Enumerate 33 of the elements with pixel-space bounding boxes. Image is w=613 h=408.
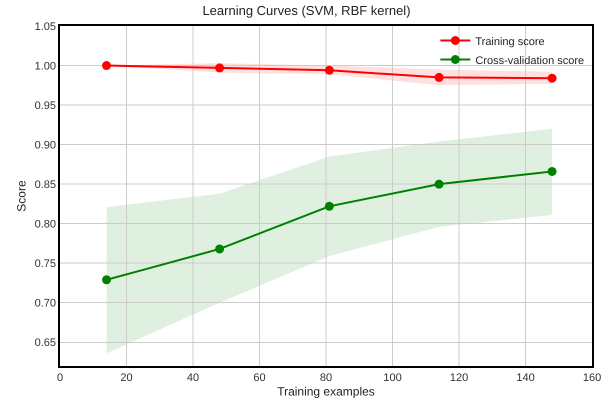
- point: [324, 66, 334, 75]
- y-tick-label: 0.90: [34, 139, 56, 152]
- x-tick-label: 140: [516, 372, 535, 384]
- x-tick-label: 20: [120, 372, 133, 384]
- point: [215, 244, 224, 254]
- point: [102, 61, 112, 70]
- x-tick-label: 60: [253, 372, 266, 384]
- point: [548, 74, 557, 83]
- y-axis-title: Score: [14, 180, 28, 212]
- x-axis-title: Training examples: [277, 384, 375, 398]
- point: [434, 180, 444, 189]
- legend-label: Training score: [475, 36, 545, 48]
- point: [102, 275, 112, 284]
- y-tick-label: 0.95: [34, 100, 56, 112]
- x-tick-label: 40: [186, 372, 200, 384]
- point: [324, 202, 334, 211]
- x-tick-label: 120: [450, 372, 468, 384]
- y-tick-label: 0.75: [34, 258, 56, 270]
- x-tick-label: 0: [56, 372, 64, 384]
- legend-label: Cross-validation score: [475, 54, 584, 67]
- y-tick-label: 0.80: [34, 218, 56, 231]
- x-tick-label: 100: [383, 372, 402, 384]
- y-tick-label: 1.05: [34, 20, 56, 33]
- y-tick-label: 0.65: [34, 337, 56, 350]
- y-tick-label: 1.00: [34, 60, 56, 72]
- x-tick-label: 80: [320, 372, 332, 384]
- x-tick-label: 160: [582, 372, 602, 384]
- chart-title: Learning Curves (SVM, RBF kernel): [202, 3, 411, 18]
- y-tick-label: 0.85: [34, 178, 56, 191]
- point: [548, 166, 557, 176]
- y-tick-label: 0.70: [34, 298, 56, 310]
- point: [434, 72, 444, 82]
- point: [215, 63, 224, 72]
